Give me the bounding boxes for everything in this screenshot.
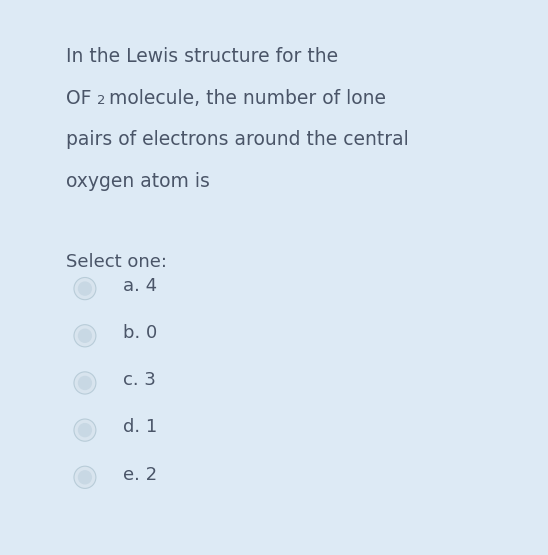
Circle shape [78,329,92,343]
Text: e. 2: e. 2 [123,466,157,483]
Circle shape [78,423,92,437]
Circle shape [74,466,96,488]
Circle shape [78,376,92,390]
Circle shape [74,419,96,441]
Circle shape [74,372,96,394]
Circle shape [74,278,96,300]
Text: oxygen atom is: oxygen atom is [66,172,210,191]
Text: 2: 2 [97,94,106,107]
Text: c. 3: c. 3 [123,371,156,389]
Text: ⁠molecule, the number of lone: ⁠molecule, the number of lone [109,89,386,108]
Text: Select one:: Select one: [66,253,167,270]
Text: d. 1: d. 1 [123,418,158,436]
Circle shape [78,470,92,485]
Text: a. 4: a. 4 [123,277,157,295]
Text: In the Lewis structure for the: In the Lewis structure for the [66,47,338,66]
Text: b. 0: b. 0 [123,324,158,342]
Text: OF: OF [66,89,92,108]
Text: pairs of electrons around the central: pairs of electrons around the central [66,130,408,149]
Circle shape [78,281,92,296]
Circle shape [74,325,96,347]
